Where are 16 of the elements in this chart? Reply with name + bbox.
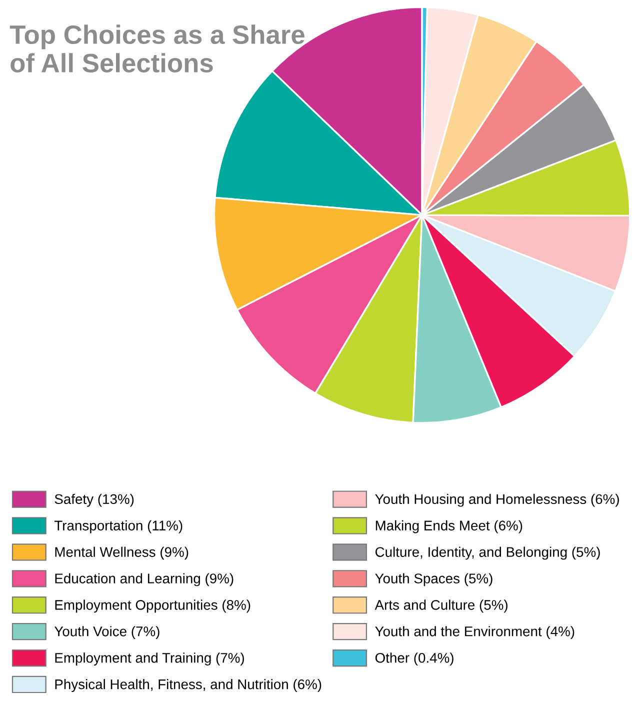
legend-label: Employment Opportunities (8%) [55,600,250,613]
legend-label: Physical Health, Fitness, and Nutrition (6%) [55,679,322,692]
legend-label: Youth Spaces (5%) [375,573,492,586]
legend-label: Culture, Identity, and Belonging (5%) [375,546,600,560]
legend-label: Mental Wellness (9%) [55,546,188,560]
legend-label: Other (0.4%) [375,652,454,666]
legend-label: Youth Housing and Homelessness (6%) [375,494,619,507]
legend-label: Arts and Culture (5%) [374,600,508,613]
legend-label: Transportation (11%) [54,520,182,534]
legend-label: Safety (13%) [54,494,134,507]
legend-label: Education and Learning (9%) [55,573,234,586]
legend-label: Making Ends Meet (6%) [376,520,522,534]
legend-label: Employment and Training (7%) [55,652,244,666]
legend-label: Youth and the Environment (4%) [375,626,574,640]
legend-label: Youth Voice (7%) [54,626,160,640]
text: Top Choices as a Share of All Selections [10,24,304,72]
